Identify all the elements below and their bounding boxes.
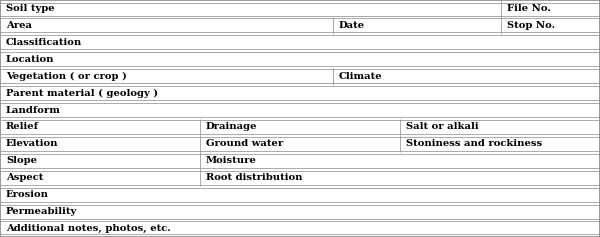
Text: Slope: Slope (6, 156, 37, 165)
Text: Classification: Classification (6, 38, 82, 47)
Text: Area: Area (6, 21, 32, 30)
Text: Stop No.: Stop No. (507, 21, 555, 30)
Text: Parent material ( geology ): Parent material ( geology ) (6, 89, 158, 98)
Text: Erosion: Erosion (6, 190, 49, 199)
Text: Stoniness and rockiness: Stoniness and rockiness (406, 139, 542, 148)
Text: Permeability: Permeability (6, 207, 77, 216)
Text: Location: Location (6, 55, 55, 64)
Text: Salt or alkali: Salt or alkali (406, 123, 479, 132)
Text: File No.: File No. (507, 4, 551, 13)
Text: Ground water: Ground water (206, 139, 283, 148)
Text: Moisture: Moisture (206, 156, 257, 165)
Text: Aspect: Aspect (6, 173, 43, 182)
Text: Additional notes, photos, etc.: Additional notes, photos, etc. (6, 224, 171, 233)
Text: Vegetation ( or crop ): Vegetation ( or crop ) (6, 72, 127, 81)
Text: Elevation: Elevation (6, 139, 59, 148)
Text: Root distribution: Root distribution (206, 173, 302, 182)
Text: Date: Date (339, 21, 365, 30)
Text: Soil type: Soil type (6, 4, 55, 13)
Text: Landform: Landform (6, 105, 61, 114)
Text: Climate: Climate (339, 72, 383, 81)
Text: Relief: Relief (6, 123, 39, 132)
Text: Drainage: Drainage (206, 123, 257, 132)
